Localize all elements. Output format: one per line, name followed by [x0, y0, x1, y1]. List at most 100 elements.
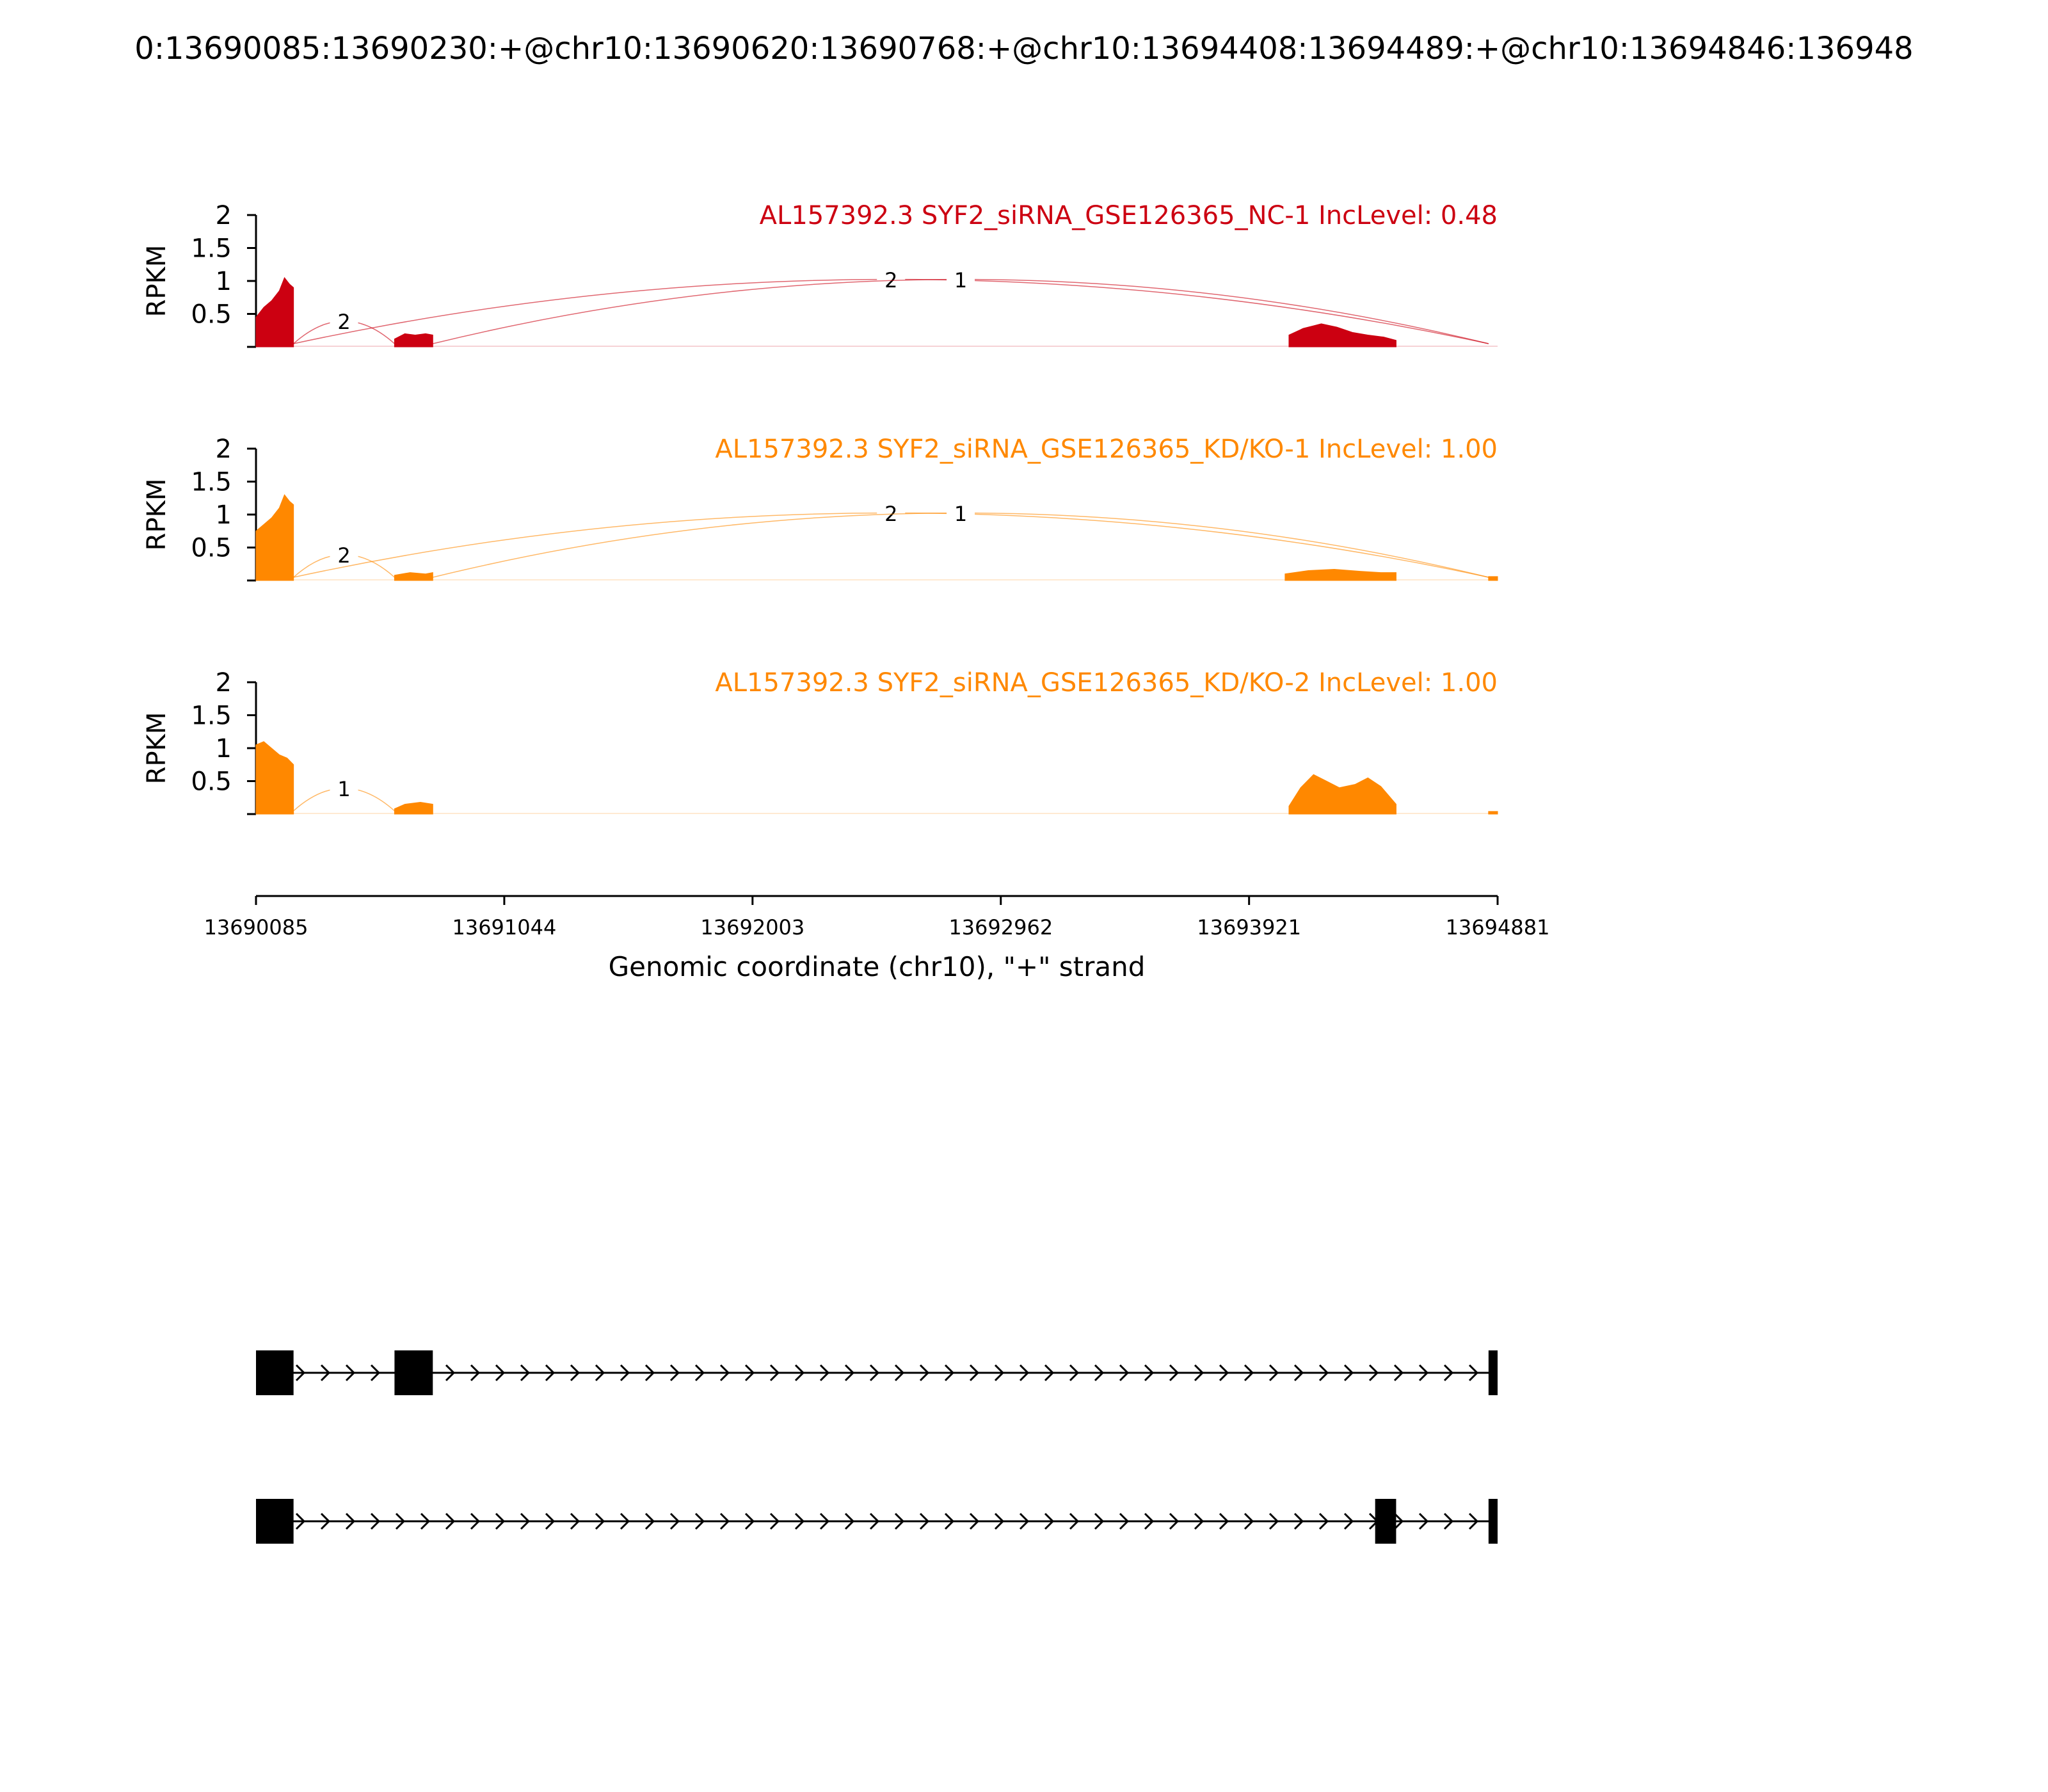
y-tick-label: 2: [216, 201, 232, 230]
strand-arrow: [420, 1512, 431, 1530]
y-tick-label: 1: [216, 734, 232, 764]
strand-arrow: [1169, 1364, 1180, 1382]
strand-arrow: [395, 1512, 406, 1530]
strand-arrow: [520, 1512, 531, 1530]
strand-arrow: [669, 1364, 680, 1382]
strand-arrow: [1219, 1512, 1229, 1530]
strand-arrow: [769, 1512, 780, 1530]
strand-arrow: [1144, 1512, 1155, 1530]
strand-arrow: [1044, 1364, 1055, 1382]
junction-count-bg: [330, 308, 358, 335]
coverage-block: [1488, 576, 1498, 581]
coverage-block: [1288, 323, 1396, 348]
strand-arrow: [694, 1512, 705, 1530]
strand-arrow: [994, 1512, 1005, 1530]
strand-arrow: [295, 1364, 306, 1382]
strand-arrow: [520, 1364, 531, 1382]
exon-block: [256, 1499, 294, 1544]
figure-title: 0:13690085:13690230:+@chr10:13690620:136…: [134, 31, 1913, 67]
strand-arrow: [1418, 1364, 1429, 1382]
junction-count: 1: [954, 502, 967, 526]
strand-arrow: [1418, 1512, 1429, 1530]
exon-block: [394, 1350, 433, 1395]
strand-arrow: [694, 1364, 705, 1382]
strand-arrow: [1468, 1364, 1479, 1382]
coverage-block: [1488, 811, 1498, 815]
junction-count-bg: [330, 542, 358, 568]
strand-arrow: [644, 1364, 655, 1382]
strand-arrow: [595, 1364, 605, 1382]
junction-count-bg: [330, 776, 358, 802]
x-tick-label: 13694881: [1446, 915, 1550, 940]
junction-count-bg: [877, 267, 906, 292]
x-tick-label: 13691044: [452, 915, 556, 940]
strand-arrow: [545, 1512, 556, 1530]
isoform-models: [256, 1350, 1498, 1544]
strand-arrow: [769, 1364, 780, 1382]
strand-arrow: [445, 1512, 456, 1530]
strand-arrow: [1119, 1364, 1130, 1382]
strand-arrow: [1044, 1512, 1055, 1530]
y-tick-label: 2: [216, 668, 232, 698]
strand-arrow: [819, 1512, 830, 1530]
strand-arrow: [844, 1512, 855, 1530]
strand-arrow: [1393, 1364, 1404, 1382]
junction-count: 2: [337, 543, 350, 568]
strand-arrow: [969, 1512, 980, 1530]
strand-arrow: [1368, 1364, 1379, 1382]
exon-block: [1375, 1499, 1396, 1544]
strand-arrow: [345, 1512, 356, 1530]
isoform-1: [256, 1350, 1498, 1395]
strand-arrow: [994, 1364, 1005, 1382]
strand-arrow: [445, 1364, 456, 1382]
coverage-block: [394, 801, 433, 815]
strand-arrow: [320, 1364, 331, 1382]
track-2: 0.5 1 1.5 2 RPKM AL157392.3 SYF2_siRNA_GSE126…: [142, 435, 1498, 582]
junction-count-bg: [947, 267, 975, 292]
strand-arrow: [844, 1364, 855, 1382]
strand-arrow: [1219, 1364, 1229, 1382]
strand-arrow: [370, 1512, 381, 1530]
strand-arrow: [495, 1364, 506, 1382]
track-label: AL157392.3 SYF2_siRNA_GSE126365_KD/KO-2 …: [715, 668, 1498, 698]
coverage-block: [394, 333, 433, 348]
strand-arrow: [744, 1364, 755, 1382]
x-tick-label: 13693921: [1197, 915, 1301, 940]
strand-arrow: [894, 1512, 905, 1530]
strand-arrow: [1019, 1364, 1030, 1382]
junction-count: 2: [337, 310, 350, 334]
strand-arrow: [869, 1512, 880, 1530]
strand-arrow: [1293, 1364, 1304, 1382]
strand-arrow: [1144, 1364, 1155, 1382]
strand-arrow: [1468, 1512, 1479, 1530]
strand-arrow: [669, 1512, 680, 1530]
y-tick-label: 1.5: [191, 234, 232, 264]
isoform-2: [256, 1499, 1498, 1544]
strand-arrow: [1019, 1512, 1030, 1530]
strand-arrow: [944, 1364, 955, 1382]
y-tick-label: 0.5: [191, 300, 232, 330]
strand-arrow: [1293, 1512, 1304, 1530]
track-1: 0.5 1 1.5 2 RPKM AL157392.3 SYF2_siRNA_GSE126…: [142, 201, 1498, 348]
coverage-block: [394, 572, 433, 581]
x-tick-label: 13692003: [700, 915, 804, 940]
strand-arrow: [1169, 1512, 1180, 1530]
exon-block: [1488, 1499, 1498, 1544]
y-tick-label: 1.5: [191, 701, 232, 731]
strand-arrow: [620, 1512, 630, 1530]
y-tick-label: 1: [216, 500, 232, 530]
strand-arrow: [570, 1512, 580, 1530]
strand-arrow: [869, 1364, 880, 1382]
strand-arrow: [470, 1512, 481, 1530]
exon-block: [256, 1350, 294, 1395]
strand-arrow: [794, 1512, 805, 1530]
strand-arrow: [719, 1512, 730, 1530]
exon-block: [1488, 1350, 1498, 1395]
y-axis-label: RPKM: [142, 245, 172, 317]
strand-arrow: [1194, 1364, 1204, 1382]
coverage-block: [255, 741, 294, 815]
y-tick-label: 0.5: [191, 767, 232, 797]
strand-arrow: [1094, 1364, 1105, 1382]
